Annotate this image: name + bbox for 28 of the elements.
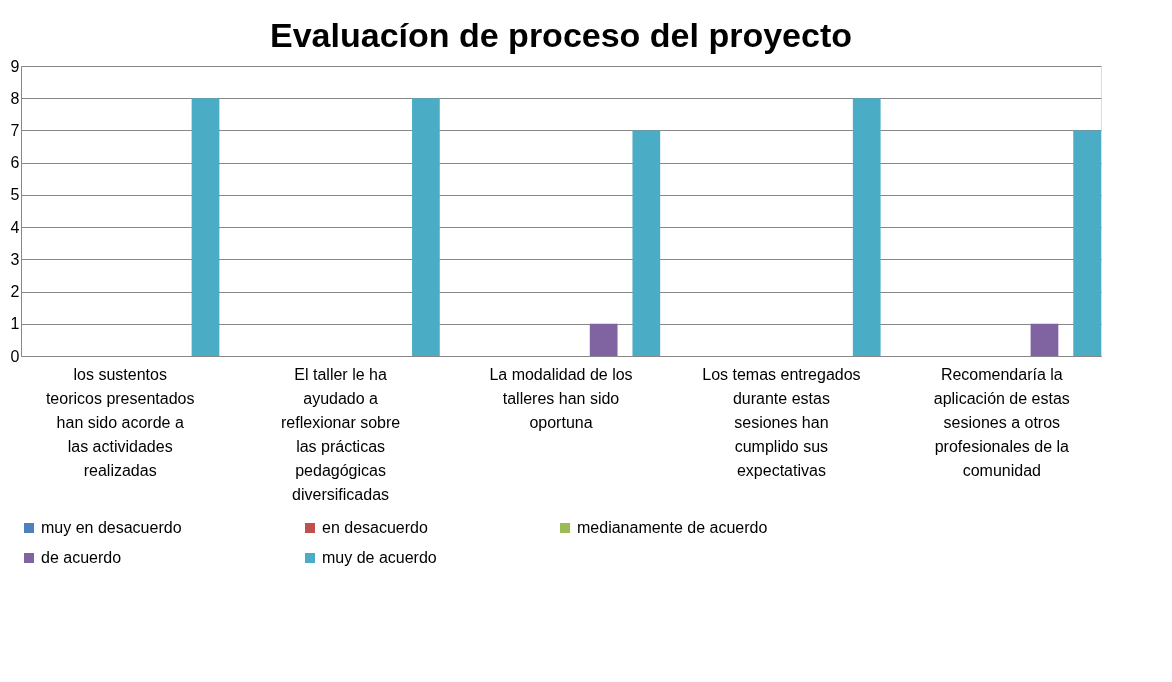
bar [1073,130,1101,356]
chart-title: Evaluacíon de proceso del proyecto [270,16,852,54]
legend-label: muy de acuerdo [322,549,437,566]
y-tick-label: 8 [10,89,20,107]
y-tick-label: 3 [10,250,20,268]
bar [589,323,618,356]
y-tick-label: 2 [10,283,20,301]
legend-label: en desacuerdo [322,519,428,536]
bar [632,130,661,356]
y-tick-label: 9 [10,57,20,75]
y-tick-label: 4 [10,218,20,236]
y-tick-label: 6 [10,154,20,172]
bar [412,98,440,356]
legend-label: muy en desacuerdo [41,519,182,536]
legend-label: medianamente de acuerdo [577,519,768,536]
y-tick-label: 1 [10,315,20,333]
y-tick-label: 7 [10,121,20,139]
x-tick-label: El taller le ha ayudado a reflexionar sobre las prácticas pedagógicas diversificadas [281,365,401,503]
x-tick-label: los sustentos teoricos presentados han sido acorde a las actividades realizadas [45,365,195,479]
bar [1030,323,1059,356]
x-tick-label: La modalidad de los talleres han sido oportuna [489,365,633,431]
bar [191,98,220,356]
y-tick-label: 0 [10,347,20,365]
x-tick-label: Los temas entregados durante estas sesiones han cumplido sus expectativas [702,365,861,479]
x-tick-label: Recomendaría la aplicación de estas sesiones a otros profesionales de la comunidad [933,365,1070,479]
y-tick-label: 5 [10,186,20,204]
bar [852,98,881,356]
legend-label: de acuerdo [41,549,122,566]
